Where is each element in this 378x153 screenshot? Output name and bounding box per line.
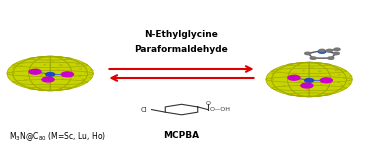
Circle shape [338,74,341,75]
Circle shape [42,77,54,82]
Circle shape [278,72,281,73]
Circle shape [79,76,81,77]
Circle shape [326,90,328,91]
Circle shape [35,67,38,69]
Circle shape [271,78,274,79]
Circle shape [299,80,301,82]
Circle shape [320,78,332,83]
Circle shape [305,52,311,55]
Circle shape [324,76,327,78]
Circle shape [32,62,35,63]
Circle shape [66,63,69,64]
Circle shape [291,68,294,69]
Circle shape [349,76,352,77]
Circle shape [348,83,350,84]
Circle shape [82,79,84,80]
Circle shape [325,69,328,70]
Circle shape [343,77,346,79]
Circle shape [327,49,333,52]
Circle shape [318,71,321,72]
Circle shape [341,85,343,86]
Circle shape [46,73,55,76]
Circle shape [43,64,46,65]
Circle shape [301,83,313,88]
Text: M$_3$N@C$_{80}$ (M=Sc, Lu, Ho): M$_3$N@C$_{80}$ (M=Sc, Lu, Ho) [9,130,106,143]
Circle shape [335,70,338,71]
Text: Paraformaldehyde: Paraformaldehyde [135,45,228,54]
Circle shape [294,74,297,75]
Circle shape [334,48,340,50]
Circle shape [29,69,41,74]
Circle shape [47,83,49,84]
Circle shape [89,77,91,78]
Circle shape [271,73,274,74]
Circle shape [288,75,300,80]
Text: Cl: Cl [141,106,148,113]
Circle shape [25,79,26,80]
Circle shape [266,62,352,97]
Circle shape [84,71,88,73]
Circle shape [19,66,22,67]
Circle shape [90,70,93,71]
Circle shape [65,70,68,72]
Circle shape [61,78,64,80]
Circle shape [302,70,305,71]
Circle shape [7,56,93,91]
Circle shape [57,70,59,71]
Text: O—OH: O—OH [210,107,231,112]
Text: MCPBA: MCPBA [163,131,200,140]
Text: N-Ethylglycine: N-Ethylglycine [144,30,218,39]
Text: O: O [205,101,210,106]
Circle shape [51,61,54,62]
Circle shape [13,67,15,68]
Circle shape [305,79,314,82]
Circle shape [338,82,339,83]
Circle shape [333,52,339,55]
Circle shape [320,84,323,86]
Circle shape [328,57,334,59]
Circle shape [310,57,316,59]
Circle shape [79,68,82,69]
Circle shape [318,50,326,53]
Circle shape [319,49,325,52]
Circle shape [76,64,79,65]
Circle shape [61,72,73,77]
Circle shape [306,89,308,90]
Circle shape [59,64,63,66]
Circle shape [284,85,285,86]
Circle shape [67,84,69,85]
Circle shape [310,67,313,68]
Circle shape [40,75,43,76]
